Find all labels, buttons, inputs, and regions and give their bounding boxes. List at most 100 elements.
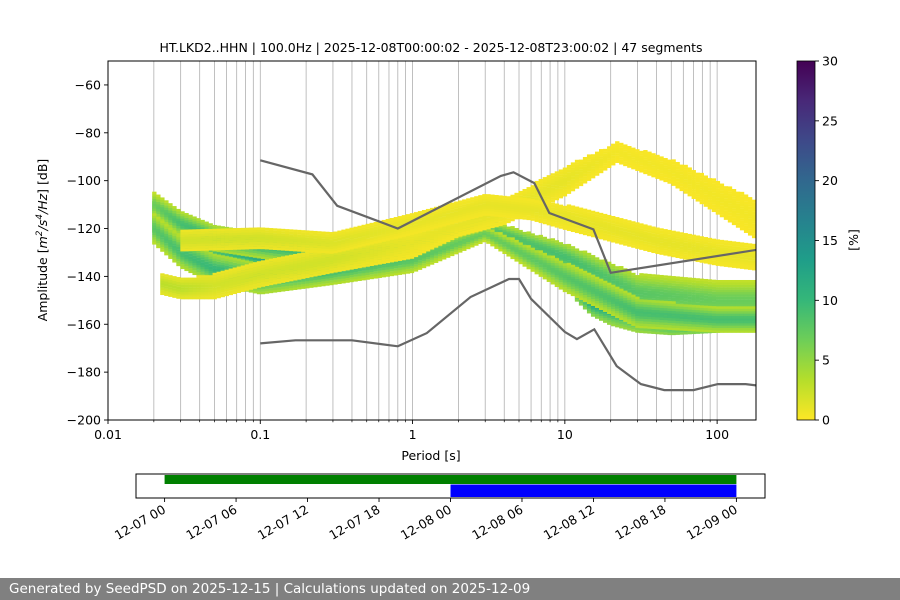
psd-cell bbox=[715, 327, 721, 331]
psd-cell bbox=[236, 250, 242, 253]
psd-cell bbox=[285, 252, 290, 255]
psd-cell bbox=[659, 324, 664, 328]
psd-cell bbox=[377, 270, 382, 274]
psd-cell bbox=[381, 272, 386, 275]
psd-cell bbox=[699, 280, 704, 284]
psd-cell bbox=[687, 289, 692, 293]
psd-cell bbox=[184, 254, 189, 257]
psd-cell bbox=[578, 287, 584, 291]
psd-cell bbox=[353, 274, 358, 277]
psd-cell bbox=[607, 292, 612, 295]
psd-cell bbox=[615, 296, 620, 299]
psd-cell bbox=[651, 293, 656, 296]
psd-cell bbox=[518, 247, 523, 250]
psd-cell bbox=[647, 323, 652, 327]
psd-cell bbox=[546, 262, 551, 266]
psd-cell bbox=[703, 319, 708, 323]
psd-cell bbox=[627, 304, 632, 308]
psd-cell bbox=[522, 254, 527, 258]
psd-cell bbox=[655, 274, 660, 278]
psd-cell bbox=[442, 244, 447, 248]
psd-cell bbox=[228, 261, 233, 265]
psd-cell bbox=[285, 281, 290, 284]
psd-cell bbox=[192, 258, 197, 261]
psd-cell bbox=[667, 290, 672, 293]
psd-cell bbox=[695, 299, 700, 303]
psd-cell bbox=[385, 266, 390, 270]
psd-cell bbox=[550, 272, 556, 275]
psd-cell bbox=[152, 198, 157, 202]
psd-cell bbox=[687, 314, 692, 317]
psd-cell bbox=[687, 307, 692, 310]
psd-cell bbox=[715, 330, 721, 333]
psd-cell bbox=[272, 290, 278, 293]
psd-cell bbox=[554, 249, 560, 253]
psd-cell bbox=[204, 226, 209, 229]
psd-cell bbox=[184, 258, 189, 262]
psd-cell bbox=[619, 300, 624, 304]
psd-cell bbox=[152, 206, 157, 209]
psd-cell bbox=[671, 295, 676, 298]
psd-cell bbox=[377, 272, 382, 276]
psd-cell bbox=[735, 287, 741, 290]
psd-cell bbox=[594, 266, 600, 270]
psd-cell bbox=[574, 276, 580, 279]
psd-cell bbox=[607, 297, 612, 300]
psd-cell bbox=[152, 220, 157, 224]
psd-cell bbox=[643, 325, 648, 329]
psd-cell bbox=[164, 252, 169, 256]
psd-cell bbox=[297, 282, 302, 285]
psd-cell bbox=[735, 294, 741, 297]
psd-cell bbox=[248, 256, 254, 260]
psd-cell bbox=[578, 255, 584, 259]
psd-cell bbox=[599, 300, 604, 303]
psd-cell bbox=[268, 290, 274, 294]
psd-cell bbox=[671, 327, 676, 331]
psd-cell bbox=[534, 266, 539, 270]
psd-cell bbox=[703, 315, 708, 318]
psd-cell bbox=[615, 310, 620, 314]
psd-cell bbox=[442, 242, 447, 246]
psd-cell bbox=[220, 257, 225, 261]
psd-cell bbox=[695, 280, 700, 284]
psd-cell bbox=[156, 243, 161, 246]
psd-cell bbox=[663, 305, 668, 309]
psd-cell bbox=[691, 292, 696, 295]
psd-cell bbox=[160, 216, 165, 220]
psd-cell bbox=[172, 257, 177, 261]
psd-cell bbox=[578, 260, 584, 263]
psd-cell bbox=[208, 266, 213, 269]
psd-cell bbox=[719, 294, 725, 297]
psd-cell bbox=[611, 280, 616, 284]
psd-cell bbox=[534, 252, 539, 256]
psd-cell bbox=[361, 275, 366, 278]
psd-cell bbox=[607, 301, 612, 305]
psd-cell bbox=[466, 234, 471, 238]
psd-cell bbox=[538, 237, 543, 240]
psd-cell bbox=[611, 291, 616, 295]
psd-cell bbox=[582, 273, 588, 276]
psd-cell bbox=[675, 293, 680, 296]
psd-cell bbox=[373, 273, 378, 277]
psd-cell bbox=[582, 264, 588, 268]
psd-cell bbox=[522, 231, 527, 235]
psd-cell bbox=[437, 249, 443, 252]
psd-cell bbox=[623, 300, 628, 303]
psd-cell bbox=[586, 264, 592, 268]
psd-cell bbox=[361, 270, 366, 274]
psd-cell bbox=[578, 268, 584, 272]
psd-cell bbox=[168, 232, 173, 236]
psd-cell bbox=[667, 297, 672, 300]
psd-cell bbox=[699, 319, 704, 323]
psd-cell bbox=[582, 282, 588, 286]
psd-cell bbox=[707, 308, 713, 311]
psd-cell bbox=[248, 252, 254, 255]
psd-cell bbox=[437, 246, 443, 250]
psd-cell bbox=[208, 273, 213, 276]
psd-cell bbox=[220, 264, 225, 268]
psd-cell bbox=[594, 298, 600, 301]
psd-cell bbox=[462, 248, 467, 251]
psd-cell bbox=[534, 250, 539, 253]
psd-cell bbox=[212, 224, 217, 228]
psd-cell bbox=[192, 221, 197, 224]
